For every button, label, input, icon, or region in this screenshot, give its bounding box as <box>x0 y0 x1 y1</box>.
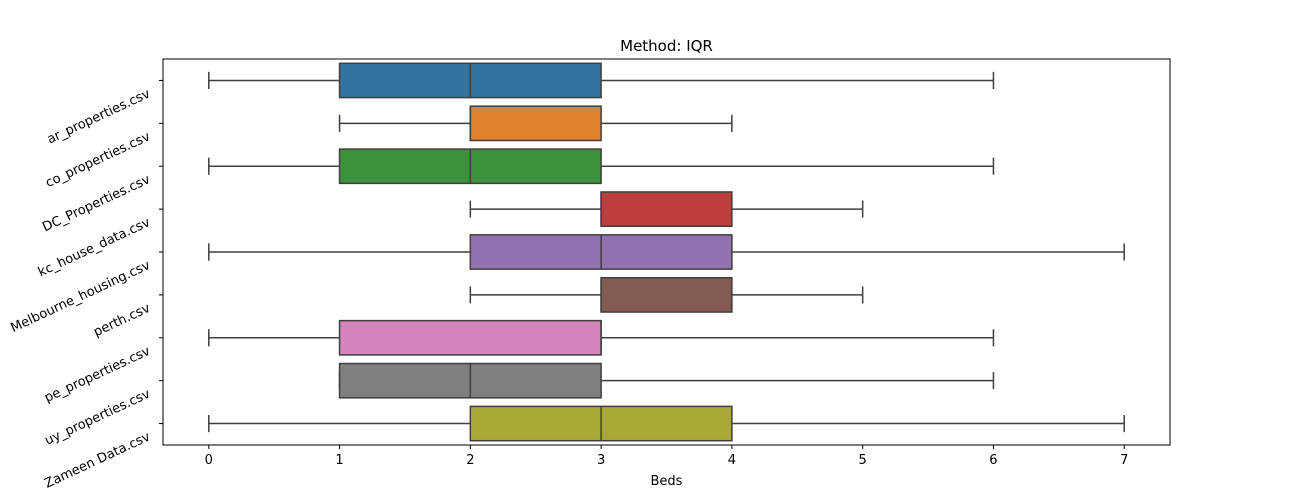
box <box>338 319 602 356</box>
box-group <box>469 191 864 228</box>
y-axis: ar_properties.csvco_properties.csvDC_Pro… <box>8 79 163 492</box>
x-tick-label: 1 <box>335 453 343 468</box>
x-axis-label: Beds <box>651 474 683 489</box>
box-group <box>208 148 995 185</box>
box-group <box>208 319 995 356</box>
plot-marks <box>208 62 1125 442</box>
box <box>600 191 733 228</box>
x-tick-label: 0 <box>205 453 213 468</box>
box <box>469 105 602 142</box>
x-axis: 0 1 2 3 4 5 6 7 <box>205 445 1128 468</box>
x-tick-label: 7 <box>1120 453 1128 468</box>
x-tick-label: 6 <box>989 453 997 468</box>
y-tick-label: perth.csv <box>91 301 153 340</box>
box-group <box>208 62 995 99</box>
box <box>600 276 733 313</box>
x-tick-label: 3 <box>597 453 605 468</box>
box-group <box>208 234 1125 270</box>
x-tick-label: 4 <box>728 453 736 468</box>
box-group <box>338 362 995 399</box>
x-tick-label: 2 <box>466 453 474 468</box>
chart-title: Method: IQR <box>620 37 713 55</box>
box-group <box>469 276 864 313</box>
x-tick-label: 5 <box>859 453 867 468</box>
box-group <box>208 405 1125 442</box>
box-group <box>338 105 733 142</box>
